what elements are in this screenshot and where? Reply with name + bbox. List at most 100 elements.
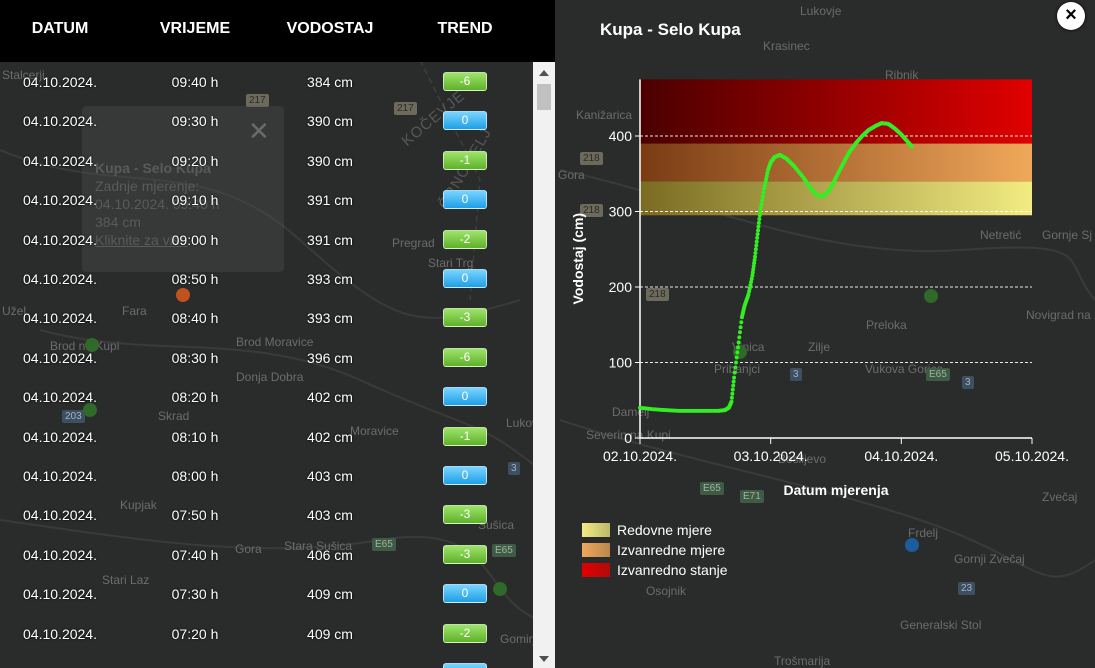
table-row[interactable]: 04.10.2024. 07:30 h 409 cm 0 bbox=[0, 574, 533, 613]
header-time: VRIJEME bbox=[159, 20, 231, 37]
close-button[interactable]: × bbox=[1057, 2, 1085, 30]
scroll-down-icon[interactable] bbox=[539, 656, 549, 662]
table-row[interactable]: 04.10.2024. 09:20 h 390 cm -1 bbox=[0, 141, 533, 180]
cell-level: 406 cm bbox=[307, 546, 353, 563]
table-body[interactable]: 04.10.2024. 09:40 h 384 cm -6 04.10.2024. 09:… bbox=[0, 62, 533, 668]
cell-time: 08:40 h bbox=[171, 310, 219, 327]
table-row[interactable] bbox=[0, 653, 533, 668]
table-scrollbar[interactable] bbox=[533, 62, 555, 668]
station-marker-green[interactable] bbox=[85, 338, 99, 352]
table-row[interactable]: 04.10.2024. 09:30 h 390 cm 0 bbox=[0, 101, 533, 140]
cell-date: 04.10.2024. bbox=[23, 113, 97, 130]
data-point bbox=[760, 198, 765, 203]
y-tick-label: 200 bbox=[609, 279, 633, 295]
cell-time: 09:00 h bbox=[171, 231, 219, 248]
trend-badge: -1 bbox=[443, 426, 487, 446]
band-redovne-mjere bbox=[640, 181, 1032, 216]
x-tick-label: 03.10.2024. bbox=[734, 448, 808, 464]
station-marker-green[interactable] bbox=[83, 403, 97, 417]
station-popup: Kupa - Selo Kupa Zadnje mjerenje: 04.10.… bbox=[82, 106, 284, 272]
station-marker-green[interactable] bbox=[493, 582, 507, 596]
route-shield: 218 bbox=[580, 204, 603, 217]
data-point bbox=[749, 279, 754, 284]
trend-badge: -3 bbox=[443, 544, 487, 564]
data-point bbox=[751, 264, 756, 269]
data-point bbox=[729, 399, 734, 404]
data-point bbox=[735, 350, 740, 355]
table-row[interactable]: 04.10.2024. 07:50 h 403 cm -3 bbox=[0, 495, 533, 534]
map-label: Novigrad na Dobri bbox=[1026, 308, 1095, 322]
route-shield: 3 bbox=[962, 376, 974, 389]
popup-timestamp: 04.10.2024. 09:40 h bbox=[95, 196, 220, 212]
cell-time: 07:30 h bbox=[171, 586, 219, 603]
header-level: VODOSTAJ bbox=[286, 20, 374, 37]
data-point bbox=[752, 261, 757, 266]
data-point bbox=[750, 270, 755, 275]
popup-more-link[interactable]: Kliknite za više bbox=[95, 232, 188, 248]
cell-time: 08:00 h bbox=[171, 468, 219, 484]
table-row[interactable]: 04.10.2024. 09:10 h 391 cm 0 bbox=[0, 180, 533, 219]
data-point bbox=[750, 273, 755, 278]
cell-level: 402 cm bbox=[307, 428, 353, 445]
data-point bbox=[737, 330, 742, 335]
data-point bbox=[729, 395, 734, 400]
table-row[interactable]: 04.10.2024. 08:10 h 402 cm -1 bbox=[0, 417, 533, 456]
trend-badge: -2 bbox=[443, 229, 487, 249]
table-row[interactable]: 04.10.2024. 08:30 h 396 cm -6 bbox=[0, 338, 533, 377]
map-label: Zvečaj bbox=[1042, 490, 1078, 504]
cell-date: 04.10.2024. bbox=[23, 74, 97, 90]
route-shield: E71 bbox=[740, 490, 764, 503]
cell-date: 04.10.2024. bbox=[23, 428, 97, 445]
data-point bbox=[732, 370, 737, 375]
trend-badge: -3 bbox=[443, 308, 487, 328]
cell-date: 04.10.2024. bbox=[23, 625, 97, 642]
data-point bbox=[755, 235, 760, 240]
table-row[interactable]: 04.10.2024. 08:20 h 402 cm 0 bbox=[0, 377, 533, 416]
route-shield: 3 bbox=[790, 368, 802, 381]
data-point bbox=[752, 257, 757, 262]
popup-close-icon[interactable]: ✕ bbox=[248, 116, 270, 146]
map-label: Kanižarica bbox=[576, 108, 633, 122]
table-row[interactable]: 04.10.2024. 09:00 h 391 cm -2 bbox=[0, 220, 533, 259]
table-row[interactable]: 04.10.2024. 07:20 h 409 cm -2 bbox=[0, 614, 533, 653]
cell-level: 391 cm bbox=[307, 231, 353, 248]
band-izvanredno-stanje bbox=[640, 79, 1032, 144]
station-marker-green[interactable] bbox=[924, 289, 938, 303]
data-point bbox=[747, 289, 752, 294]
data-point bbox=[753, 247, 758, 252]
table-row[interactable]: 04.10.2024. 08:40 h 393 cm -3 bbox=[0, 298, 533, 337]
data-point bbox=[760, 194, 765, 199]
scroll-thumb[interactable] bbox=[537, 84, 551, 110]
table-row[interactable]: 04.10.2024. 08:00 h 403 cm 0 bbox=[0, 456, 533, 495]
data-point bbox=[749, 276, 754, 281]
route-shield: 23 bbox=[958, 582, 976, 595]
trend-badge: 0 bbox=[443, 111, 487, 131]
y-tick-label: 300 bbox=[609, 204, 633, 220]
route-shield: 218 bbox=[646, 288, 669, 301]
data-point bbox=[736, 345, 740, 350]
popup-level: 384 cm bbox=[95, 214, 141, 230]
table-row[interactable]: 04.10.2024. 07:40 h 406 cm -3 bbox=[0, 535, 533, 574]
map-label: Fara bbox=[122, 304, 147, 318]
cell-level: 393 cm bbox=[307, 271, 353, 287]
table-row[interactable]: 04.10.2024. 09:40 h 384 cm -6 bbox=[0, 62, 533, 101]
station-marker-orange[interactable] bbox=[176, 288, 190, 302]
route-shield: E65 bbox=[926, 368, 950, 381]
map-label: Gornje Sj bbox=[1042, 228, 1093, 242]
map-label: Preloka bbox=[866, 318, 907, 332]
map-label: Gora bbox=[235, 542, 262, 556]
table-row[interactable]: 04.10.2024. 08:50 h 393 cm 0 bbox=[0, 259, 533, 298]
legend-label: Redovne mjere bbox=[617, 522, 712, 538]
route-shield: E65 bbox=[492, 544, 516, 557]
map-label: Užel bbox=[2, 304, 27, 318]
station-marker-blue[interactable] bbox=[905, 538, 919, 552]
cell-time: 07:40 h bbox=[171, 546, 219, 563]
data-point bbox=[753, 251, 758, 256]
map-label: Lukovje bbox=[800, 4, 842, 18]
scroll-up-icon[interactable] bbox=[539, 70, 549, 76]
map-label: Brod na Kupi bbox=[50, 339, 120, 353]
cell-time: 09:10 h bbox=[171, 192, 219, 209]
trend-badge: 0 bbox=[443, 387, 487, 407]
route-shield: E65 bbox=[372, 538, 396, 551]
